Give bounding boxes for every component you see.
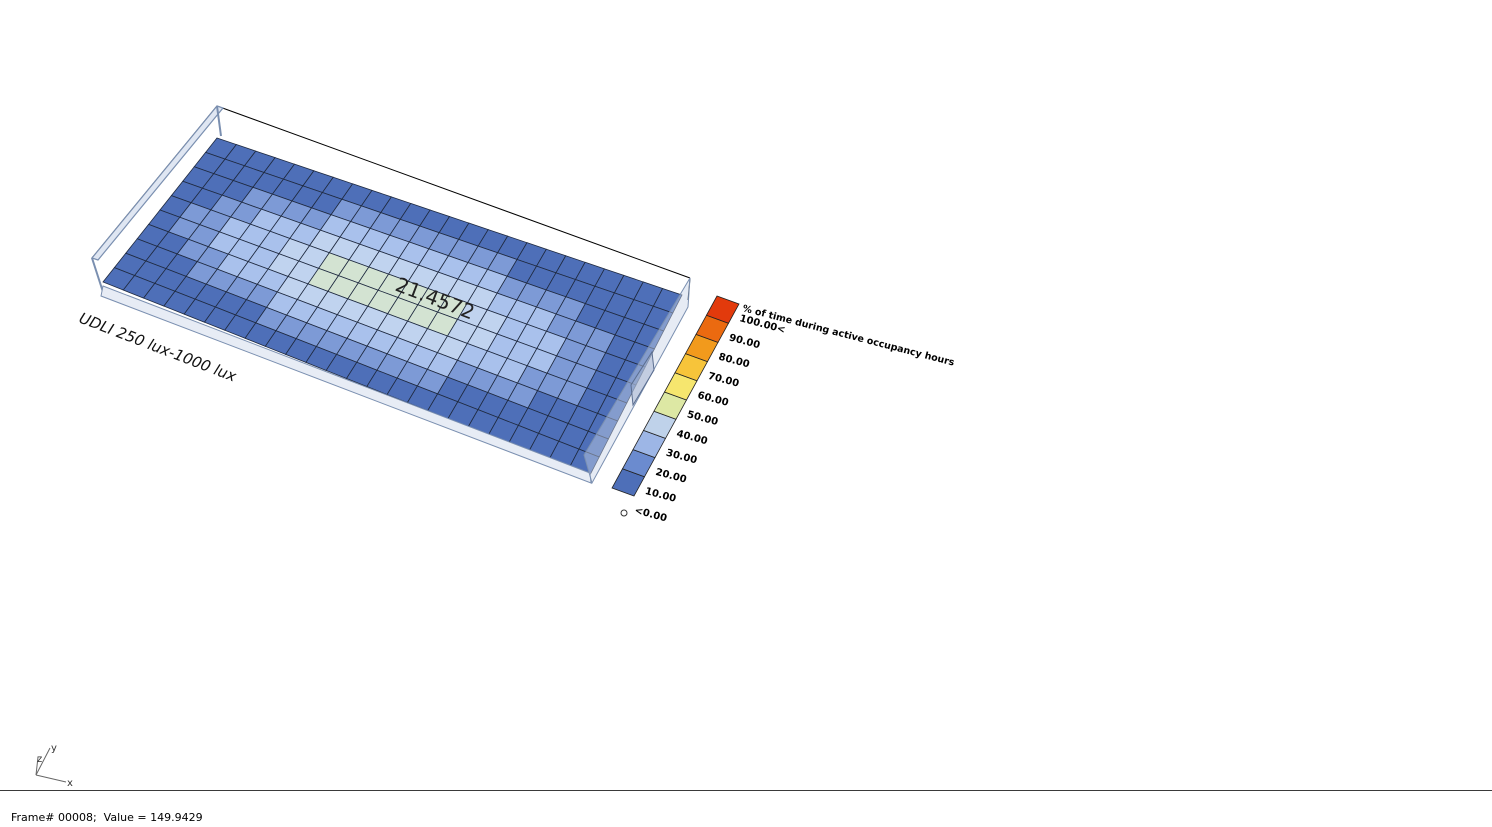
legend-label: 30.00 [665,448,698,467]
legend-label: 80.00 [717,352,750,371]
legend-label: 70.00 [707,371,740,390]
front-wall [100,285,592,484]
legend-swatch [705,295,740,324]
legend-label: 90.00 [728,332,761,351]
legend-label: <0.00 [633,505,668,524]
legend-label: 40.00 [675,428,708,447]
axes-widget: x y z [35,743,73,789]
legend-label: 20.00 [654,467,687,486]
axis-y-label: y [51,743,57,754]
origin-marker [620,509,628,517]
right-wall-opening [630,350,655,407]
left-front-post [91,257,104,293]
legend-title: % of time during active occupancy hours [741,303,956,368]
legend-label: 60.00 [696,390,729,409]
left-wall [90,105,225,261]
room-walls [90,105,691,485]
axis-x-label: x [67,778,73,789]
frame-top-back-edge [216,105,691,279]
left-back-post [216,105,222,137]
axis-z-label: z [37,754,42,765]
analysis-mesh [102,137,683,476]
viewport-scene: 21.4572 UDLI 250 lux-1000 lux <0.0010.00… [35,105,956,789]
rhino-viewport[interactable]: 21.4572 UDLI 250 lux-1000 lux <0.00 10.00… [0,0,1492,790]
status-text: Frame# 00008; Value = 149.9429 [11,811,203,824]
legend-label: 50.00 [686,409,719,428]
status-bar: Frame# 00008; Value = 149.9429 [0,790,1492,824]
legend-label: 10.00 [644,486,677,505]
